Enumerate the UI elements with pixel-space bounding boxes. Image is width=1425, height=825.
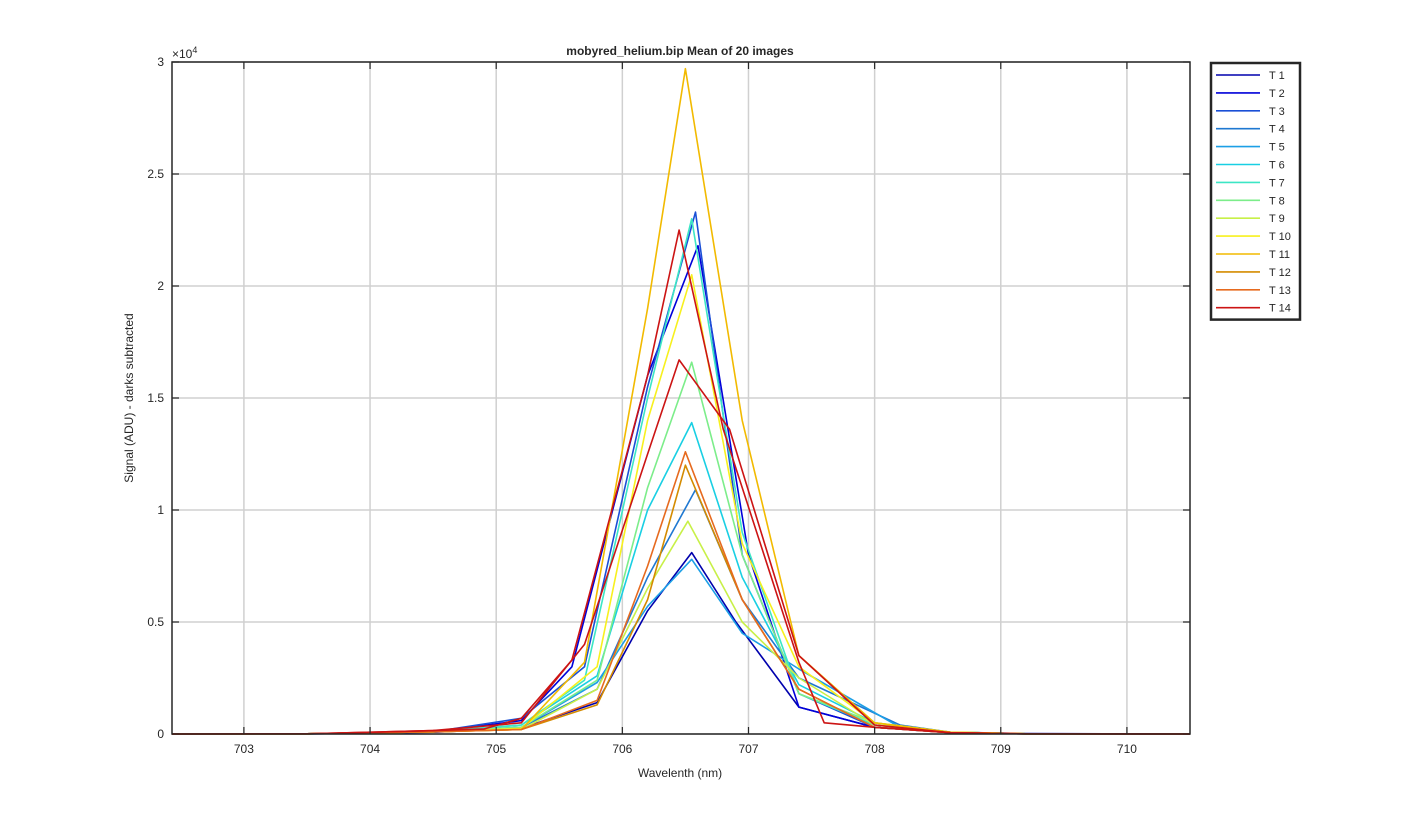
x-tick-label: 709: [991, 742, 1011, 756]
y-axis-label: Signal (ADU) - darks subtracted: [122, 313, 136, 482]
y-tick-label: 2.5: [147, 167, 164, 181]
x-tick-label: 705: [486, 742, 506, 756]
x-tick-label: 707: [738, 742, 758, 756]
x-axis-label: Wavelenth (nm): [638, 766, 722, 780]
y-tick-label: 1.5: [147, 391, 164, 405]
x-tick-label: 706: [612, 742, 632, 756]
x-tick-label: 710: [1117, 742, 1137, 756]
legend-box: [1209, 61, 1302, 321]
y-exponent-base: ×10: [172, 47, 193, 61]
legend-label: T 3: [1269, 106, 1285, 118]
y-tick-label: 0: [157, 727, 164, 741]
legend-label: T 11: [1269, 249, 1290, 261]
series-lines: [171, 67, 1191, 735]
legend-label: T 14: [1269, 303, 1291, 315]
legend-label: T 6: [1269, 160, 1285, 172]
legend-label: T 5: [1269, 142, 1285, 154]
x-tick-label: 703: [234, 742, 254, 756]
legend-label: T 12: [1269, 267, 1291, 279]
y-tick-label: 0.5: [147, 615, 164, 629]
y-exponent-label: ×104: [172, 45, 197, 61]
legend-label: T 7: [1269, 177, 1285, 189]
x-tick-label: 704: [360, 742, 380, 756]
legend-label: T 2: [1269, 88, 1285, 100]
series-line: [171, 359, 1191, 735]
chart-title: mobyred_helium.bip Mean of 20 images: [566, 44, 794, 58]
axis-ticks: 703 704 705 706 707 708 709 710 0 0.5 1 1.5 2 2.5 3: [147, 55, 1190, 756]
x-tick-label: 708: [865, 742, 885, 756]
legend-label: T 8: [1269, 195, 1285, 207]
legend-label: T 10: [1269, 231, 1291, 243]
y-tick-label: 2: [157, 279, 164, 293]
legend-label: T 13: [1269, 285, 1291, 297]
legend-label: T 1: [1269, 70, 1285, 82]
y-exponent-power: 4: [192, 45, 197, 55]
legend-label: T 9: [1269, 213, 1285, 225]
y-tick-label: 3: [157, 55, 164, 69]
legend: T 1 T 2 T 3 T 4 T 5 T 6 T 7 T 8 T 9 T 10 T 11 T 12 T…: [1209, 61, 1302, 321]
legend-label: T 4: [1269, 124, 1285, 136]
y-tick-label: 1: [157, 503, 164, 517]
